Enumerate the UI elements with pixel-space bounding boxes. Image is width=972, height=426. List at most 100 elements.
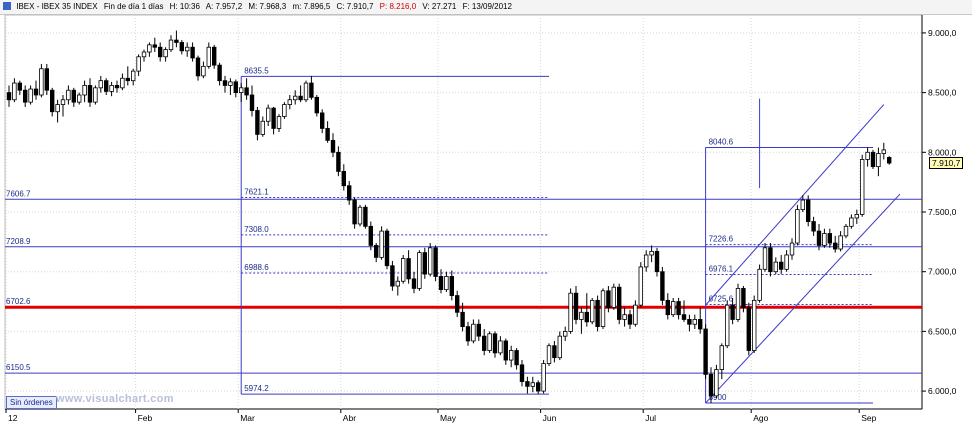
fib-label: 6988.6 <box>244 263 269 272</box>
x-tick-label: May <box>440 413 457 423</box>
candle-body <box>800 199 805 211</box>
candle-body <box>779 261 784 270</box>
candle-body <box>50 89 55 113</box>
fib-label: 6976.1 <box>709 265 734 274</box>
candle-body <box>309 82 314 98</box>
candle-body <box>762 247 768 270</box>
candle-body <box>22 89 28 103</box>
fib-label: 7308.0 <box>244 225 269 234</box>
level-label: 7606.7 <box>6 189 31 198</box>
candle-body <box>271 107 276 129</box>
candle-body <box>633 304 638 325</box>
candle-body <box>514 350 519 366</box>
candle-body <box>363 206 368 227</box>
candle-body <box>590 299 595 323</box>
candle-body <box>784 254 789 270</box>
candle-body <box>595 299 600 328</box>
candle-body <box>276 116 282 129</box>
candle-body <box>692 319 697 325</box>
y-tick-label: 6.500,0 <box>928 326 957 336</box>
candle-body <box>849 217 854 227</box>
candle-body <box>406 258 411 280</box>
candle-body <box>644 254 649 268</box>
candle-body <box>352 199 357 225</box>
candle-body <box>676 301 681 316</box>
candle-body <box>638 266 643 306</box>
candle-body <box>260 120 265 135</box>
candle-body <box>552 345 557 359</box>
candle-body <box>71 89 76 103</box>
candle-body <box>746 307 751 351</box>
candle-body <box>687 319 692 325</box>
candle-body <box>530 382 535 387</box>
candle-body <box>698 319 703 330</box>
candle-body <box>179 42 184 52</box>
candle-body <box>346 185 352 201</box>
candle-body <box>400 258 406 282</box>
candle-body <box>816 230 822 246</box>
candle-body <box>476 323 481 337</box>
orders-status-button[interactable]: Sin órdenes <box>6 396 57 409</box>
candle-body <box>136 56 141 72</box>
header-low: m: 7.896,5 <box>292 2 331 11</box>
candle-body <box>546 345 552 365</box>
candle-body <box>660 271 665 301</box>
candle-body <box>147 44 152 53</box>
candle-body <box>66 89 71 101</box>
y-tick-label: 8.000,0 <box>928 147 957 157</box>
candle-body <box>735 288 741 320</box>
candle-body <box>460 311 465 328</box>
candle-body <box>433 247 438 277</box>
candle-body <box>617 286 622 320</box>
y-tick-label: 7.500,0 <box>928 207 957 217</box>
candle-body <box>887 157 892 164</box>
candle-body <box>563 330 568 337</box>
header-time: H: 10:36 <box>169 2 200 11</box>
candle-body <box>217 64 222 82</box>
candle-body <box>125 77 130 82</box>
x-tick-label: Abr <box>343 413 356 423</box>
candle-body <box>557 335 562 359</box>
candle-body <box>568 292 573 332</box>
candle-body <box>287 99 292 105</box>
x-tick-label: Ago <box>753 413 768 423</box>
candle-body <box>611 286 616 308</box>
candle-body <box>12 82 17 101</box>
candle-body <box>6 92 12 101</box>
candle-body <box>201 65 206 77</box>
candle-body <box>82 85 87 96</box>
candle-body <box>714 369 719 397</box>
candle-body <box>854 213 859 219</box>
channel-upper <box>705 104 885 306</box>
chart-menu-icon[interactable] <box>3 2 11 10</box>
chart-header: IBEX - IBEX 35 INDEX Fin de día 1 días H… <box>0 0 972 15</box>
candle-body <box>336 151 341 172</box>
candle-body <box>195 57 201 77</box>
candle-body <box>541 363 546 392</box>
candle-body <box>114 85 120 89</box>
candle-body <box>508 350 514 361</box>
candle-body <box>719 345 724 371</box>
candle-body <box>498 340 503 354</box>
y-tick-label: 8.500,0 <box>928 88 957 98</box>
candle-body <box>725 304 730 347</box>
candle-body <box>822 233 827 246</box>
candle-body <box>806 199 811 222</box>
header-symbol: IBEX - IBEX 35 INDEX <box>16 2 98 11</box>
candle-body <box>881 149 886 154</box>
candle-body <box>141 51 147 58</box>
candle-body <box>768 247 773 273</box>
candle-body <box>384 230 390 267</box>
candle-body <box>503 340 508 361</box>
level-label: 6702.6 <box>6 297 31 306</box>
candle-body <box>190 46 195 59</box>
header-volume: V: 27.271 <box>422 2 457 11</box>
candle-body <box>671 301 676 316</box>
candle-body <box>168 39 174 51</box>
candle-body <box>876 153 881 168</box>
candle-body <box>330 139 336 153</box>
candle-body <box>104 80 109 92</box>
candle-body <box>811 221 816 232</box>
fib-label: 7226.6 <box>709 235 734 244</box>
